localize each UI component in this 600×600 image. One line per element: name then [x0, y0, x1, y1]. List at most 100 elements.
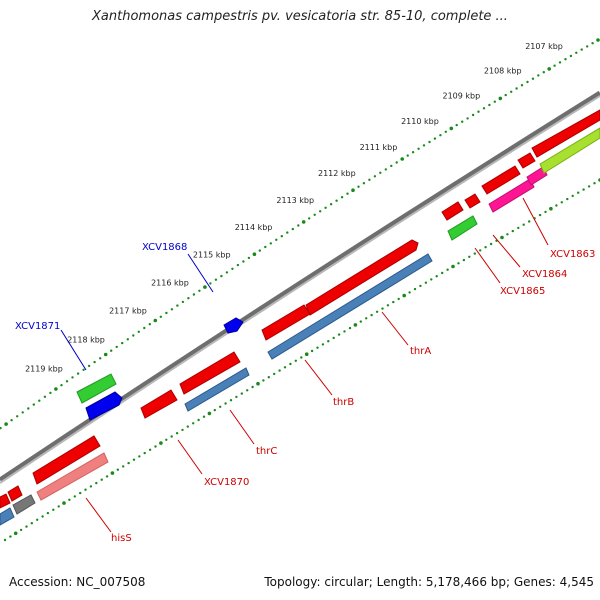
inner-scale-dot: [246, 389, 249, 392]
inner-scale-dot: [3, 538, 7, 542]
kbp-scale: [0, 38, 600, 430]
red-feature-b[interactable]: [517, 152, 536, 169]
inner-scale-dot: [192, 422, 195, 425]
scale-dot: [319, 210, 322, 213]
red-feature-a[interactable]: [481, 165, 521, 195]
inner-scale-dot: [560, 201, 563, 204]
scale-dot: [126, 338, 129, 341]
XCV1863-feature[interactable]: [531, 109, 600, 158]
thrB-feature-reverse[interactable]: [267, 253, 433, 360]
inner-scale-dot: [343, 330, 346, 333]
inner-scale-dot: [348, 326, 352, 330]
inner-scale-dot: [479, 249, 482, 252]
inner-scale-dot: [9, 535, 12, 538]
scale-dot: [103, 352, 108, 357]
inner-scale-dot: [251, 385, 254, 389]
inner-scale-dot: [451, 264, 455, 269]
blue-edge-feature[interactable]: [0, 507, 15, 526]
inner-scale-dot: [593, 182, 596, 185]
gene-label-XCV1871[interactable]: XCV1871: [15, 321, 60, 332]
inner-scale-dot: [419, 284, 422, 288]
XCV1871-feature[interactable]: [85, 391, 123, 421]
scale-dot: [115, 345, 118, 349]
scale-dot: [340, 196, 344, 199]
scale-dot: [433, 137, 437, 140]
tick-label: 2119 kbp: [25, 364, 63, 373]
XCV1863-feature-lime[interactable]: [539, 127, 600, 174]
gene-label-thrA[interactable]: thrA: [410, 346, 431, 357]
scale-dot: [498, 96, 503, 101]
gene-label-XCV1870[interactable]: XCV1870: [204, 477, 249, 488]
inner-scale-dot: [484, 246, 487, 249]
scale-dot: [400, 157, 405, 161]
inner-scale-dot: [370, 313, 373, 317]
inner-scale-dot: [304, 352, 309, 357]
inner-scale-dot: [154, 445, 157, 448]
inner-scale-dot: [62, 501, 66, 505]
left-edge-feature-2[interactable]: [0, 493, 11, 509]
gene-label-XCV1863[interactable]: XCV1863: [550, 249, 595, 260]
scale-dot: [27, 407, 30, 410]
hisS-feature[interactable]: [36, 452, 109, 501]
scale-dot: [65, 380, 69, 383]
gray-feature[interactable]: [12, 494, 36, 515]
genome-backbone-highlight: [0, 95, 600, 484]
forward-strand-track: [0, 109, 600, 509]
scale-dot: [537, 74, 540, 77]
inner-scale-dot: [267, 376, 270, 379]
inner-scale-dot: [256, 381, 260, 386]
gene-label-hisS[interactable]: hisS: [111, 533, 132, 544]
gene-label-XCV1865[interactable]: XCV1865: [500, 286, 545, 297]
scale-dot: [16, 415, 19, 418]
XCV1871-feature-green[interactable]: [76, 373, 117, 404]
thrC-feature-reverse[interactable]: [184, 367, 250, 412]
scale-dot: [82, 368, 85, 371]
XCV1864-feature[interactable]: [464, 193, 481, 209]
XCV1865-feature[interactable]: [441, 201, 464, 221]
inner-scale-dot: [413, 287, 417, 291]
upper-features: [76, 317, 244, 421]
thrB-feature[interactable]: [261, 304, 311, 341]
inner-scale-dot: [148, 448, 152, 451]
XCV1865-feature-green[interactable]: [447, 215, 478, 241]
gene-label-thrC[interactable]: thrC: [256, 446, 277, 457]
pink-small-feature[interactable]: [526, 166, 548, 186]
gene-label-XCV1864[interactable]: XCV1864: [522, 269, 567, 280]
scale-dot: [187, 297, 190, 300]
gene-label-XCV1868[interactable]: XCV1868: [142, 242, 187, 253]
inner-scale-dot: [46, 511, 50, 515]
inner-scale-dot: [473, 252, 476, 255]
inner-scale-dot: [430, 278, 433, 281]
scale-dot: [209, 282, 212, 285]
scale-dot: [395, 161, 398, 164]
inner-scale-dot: [506, 233, 509, 236]
gene-label-thrB[interactable]: thrB: [333, 397, 354, 408]
scale-dot: [231, 267, 234, 270]
tick-labels: 2107 kbp 2108 kbp 2109 kbp 2110 kbp 2111 kbp…: [25, 42, 563, 374]
hisS-feature-forward[interactable]: [32, 435, 101, 485]
inner-scale-dot: [36, 518, 39, 521]
scale-dot: [153, 318, 158, 323]
scale-dot: [170, 308, 174, 311]
inner-scale-dot: [175, 432, 179, 435]
tick-label: 2111 kbp: [360, 143, 398, 152]
inner-scale-dot: [582, 188, 585, 191]
scale-dot: [526, 80, 529, 84]
inner-scale-dot: [95, 481, 98, 485]
inner-scale-dot: [522, 223, 525, 226]
XCV1864-feature-pink[interactable]: [488, 178, 535, 213]
inner-scale-dot: [566, 197, 569, 201]
inner-scale-dot: [353, 323, 358, 327]
scale-dot: [329, 203, 333, 206]
scale-dot: [580, 48, 583, 51]
thrC-feature[interactable]: [179, 351, 241, 395]
left-edge-feature[interactable]: [7, 485, 23, 502]
inner-scale-dot: [165, 438, 168, 441]
scale-dot: [335, 199, 338, 202]
inner-scale-dot: [207, 411, 212, 416]
XCV1868-feature[interactable]: [223, 317, 244, 334]
XCV1870-feature[interactable]: [140, 389, 178, 419]
inner-scale-dot: [300, 356, 303, 359]
scale-dot: [198, 289, 201, 292]
scale-dot: [558, 61, 562, 64]
